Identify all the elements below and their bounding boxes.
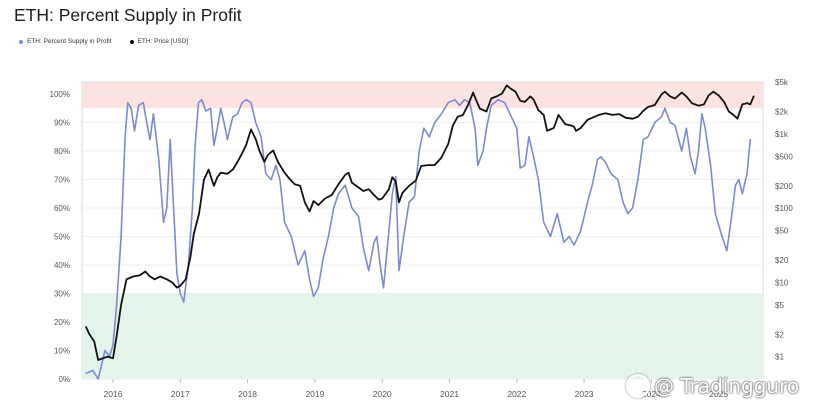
tradingguro-watermark-text: @ Tradingguro [654, 374, 800, 398]
y-left-tick-label: 30% [54, 290, 70, 299]
y-right-tick-label: $500 [775, 152, 793, 161]
legend-label-price: ETH: Price [USD] [137, 38, 189, 45]
y-left-tick-label: 50% [54, 233, 70, 242]
y-left-tick-label: 60% [54, 204, 70, 213]
tradingguro-watermark: @ Tradingguro [626, 374, 799, 398]
x-tick-label: 2018 [238, 389, 257, 399]
y-left-tick-label: 10% [54, 347, 70, 356]
y-left-tick-label: 100% [50, 90, 70, 99]
tradingguro-logo-icon [626, 374, 650, 398]
legend-marker-price [129, 39, 134, 44]
y-right-tick-label: $200 [775, 182, 793, 191]
x-tick-label: 2020 [373, 389, 392, 399]
y-right-tick-label: $2k [775, 108, 789, 117]
x-tick-label: 2016 [104, 389, 123, 399]
x-tick-label: 2024 [642, 389, 661, 399]
x-tick-label: 2023 [575, 389, 594, 399]
legend-item-supply[interactable]: ETH: Percent Supply in Profit [19, 38, 112, 45]
series-line-price [85, 84, 755, 361]
y-right-tick-label: $50 [775, 227, 789, 236]
x-tick-label: 2019 [305, 389, 324, 399]
x-tick-label: 2021 [440, 389, 459, 399]
y-left-tick-label: 70% [54, 176, 70, 185]
x-tick-label: 2025 [709, 389, 728, 399]
y-right-tick-label: $1 [775, 353, 784, 362]
y-right-tick-label: $100 [775, 204, 793, 213]
y-left-tick-label: 80% [54, 147, 70, 156]
y-left-tick-label: 0% [58, 375, 70, 384]
legend: ETH: Percent Supply in Profit ETH: Price… [19, 38, 188, 45]
y-right-tick-label: $5k [775, 78, 789, 87]
y-left-tick-label: 40% [54, 261, 70, 270]
y-left-tick-label: 20% [54, 318, 70, 327]
y-right-tick-label: $2 [775, 330, 784, 339]
series-line-supply [85, 98, 752, 380]
y-right-tick-label: $20 [775, 256, 789, 265]
y-right-tick-label: $5 [775, 301, 784, 310]
y-right-tick-label: $1k [775, 130, 789, 139]
chart-title: ETH: Percent Supply in Profit [14, 5, 242, 25]
legend-item-price[interactable]: ETH: Price [USD] [129, 38, 189, 45]
legend-label-supply: ETH: Percent Supply in Profit [27, 38, 112, 45]
y-right-tick-label: $10 [775, 278, 789, 287]
band-lower [82, 293, 763, 379]
x-tick-label: 2022 [507, 389, 526, 399]
y-left-tick-label: 90% [54, 119, 70, 128]
legend-marker-supply [19, 39, 23, 44]
x-tick-label: 2017 [171, 389, 190, 399]
band-upper [82, 82, 763, 109]
